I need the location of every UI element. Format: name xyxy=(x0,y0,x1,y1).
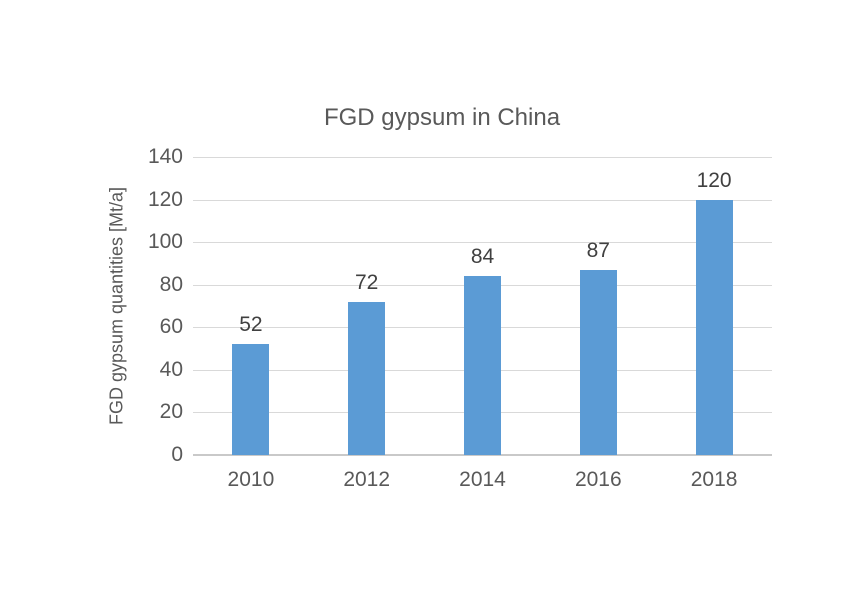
y-axis-title: FGD gypsum quantities [Mt/a] xyxy=(106,186,127,426)
gridline-100 xyxy=(193,242,772,244)
x-axis-line xyxy=(193,454,772,456)
bar-2012 xyxy=(348,301,386,455)
y-tick-label-120: 120 xyxy=(147,187,183,211)
gridline-120 xyxy=(193,199,772,201)
chart-title: FGD gypsum in China xyxy=(323,104,561,131)
y-tick-label-0: 0 xyxy=(171,443,183,466)
x-tick-label-2012: 2012 xyxy=(343,468,391,491)
data-label-2010: 52 xyxy=(239,313,263,337)
y-tick-label-60: 60 xyxy=(159,315,183,339)
plot-area: 0 20 40 60 80 100 120 140 52 2010 72 2012 84 2014 87 20… xyxy=(148,146,772,491)
data-label-2012: 72 xyxy=(355,270,379,294)
x-tick-label-2016: 2016 xyxy=(574,468,622,491)
data-label-2016: 87 xyxy=(586,238,610,262)
x-tick-label-2010: 2010 xyxy=(227,468,275,491)
x-tick-label-2018: 2018 xyxy=(690,468,738,491)
data-label-2018: 120 xyxy=(696,168,732,192)
y-tick-label-80: 80 xyxy=(159,272,183,296)
y-tick-label-20: 20 xyxy=(159,400,183,424)
bar-2010 xyxy=(232,344,270,455)
gridline-140 xyxy=(193,157,772,158)
x-tick-label-2014: 2014 xyxy=(459,468,506,491)
bar-2014 xyxy=(464,276,501,455)
y-tick-label-100: 100 xyxy=(147,230,183,254)
bar-2016 xyxy=(579,269,617,455)
y-tick-label-140: 140 xyxy=(147,145,183,168)
bar-2018 xyxy=(695,199,733,455)
y-tick-label-40: 40 xyxy=(159,357,183,381)
data-label-2014: 84 xyxy=(470,245,495,269)
